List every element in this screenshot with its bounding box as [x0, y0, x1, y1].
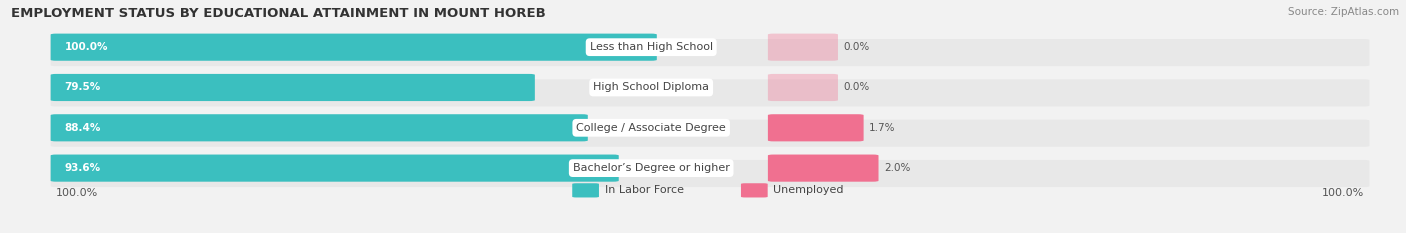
- Text: EMPLOYMENT STATUS BY EDUCATIONAL ATTAINMENT IN MOUNT HOREB: EMPLOYMENT STATUS BY EDUCATIONAL ATTAINM…: [11, 7, 546, 20]
- Text: Less than High School: Less than High School: [589, 42, 713, 52]
- Text: Bachelor’s Degree or higher: Bachelor’s Degree or higher: [572, 163, 730, 173]
- Text: 88.4%: 88.4%: [65, 123, 101, 133]
- Text: College / Associate Degree: College / Associate Degree: [576, 123, 725, 133]
- Text: 1.7%: 1.7%: [869, 123, 896, 133]
- Text: 100.0%: 100.0%: [56, 188, 98, 198]
- Text: Unemployed: Unemployed: [773, 185, 844, 195]
- Text: In Labor Force: In Labor Force: [605, 185, 683, 195]
- Text: 93.6%: 93.6%: [65, 163, 101, 173]
- Text: 0.0%: 0.0%: [844, 42, 870, 52]
- Text: Source: ZipAtlas.com: Source: ZipAtlas.com: [1288, 7, 1399, 17]
- Text: 2.0%: 2.0%: [884, 163, 911, 173]
- Text: 100.0%: 100.0%: [1322, 188, 1364, 198]
- Text: High School Diploma: High School Diploma: [593, 82, 709, 93]
- Text: 0.0%: 0.0%: [844, 82, 870, 93]
- Text: 100.0%: 100.0%: [65, 42, 108, 52]
- Text: 79.5%: 79.5%: [65, 82, 101, 93]
